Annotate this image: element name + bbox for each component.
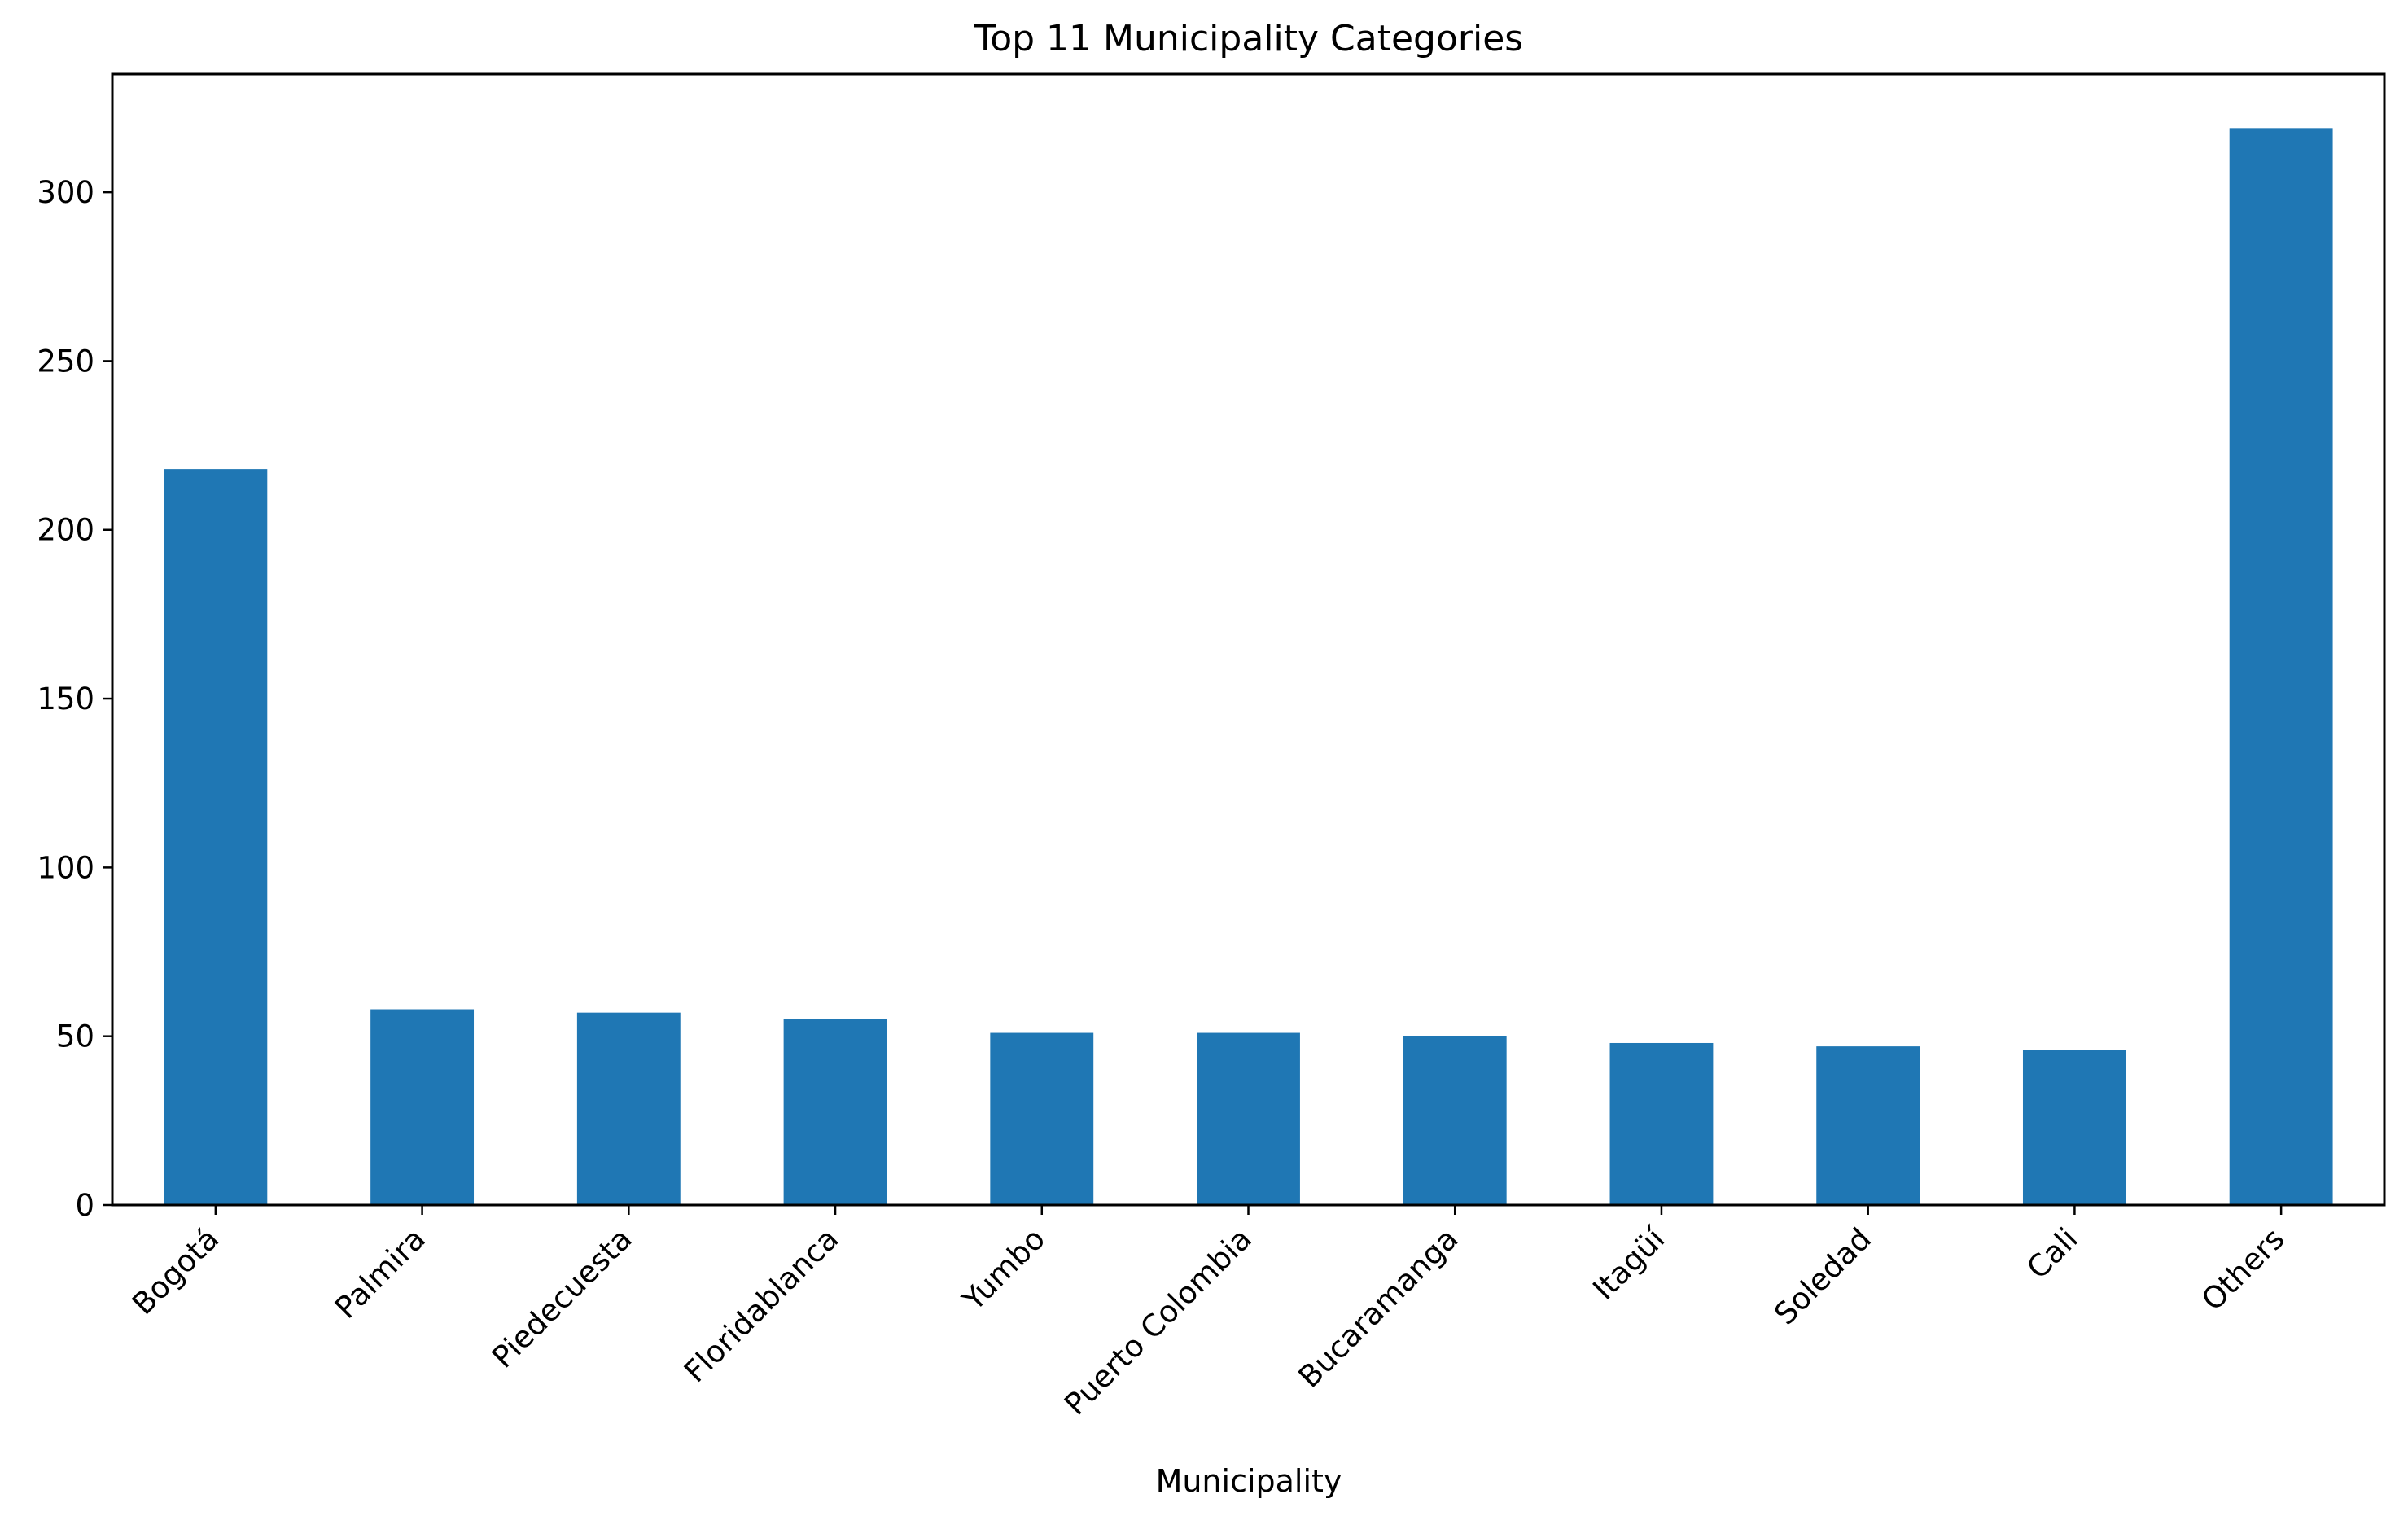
bar-11 [2229, 128, 2333, 1205]
bar-8 [1609, 1042, 1714, 1205]
x-axis-label: Municipality [1156, 1463, 1342, 1499]
y-tick-label: 250 [37, 344, 94, 379]
bar-4 [783, 1019, 887, 1205]
bar-6 [1197, 1032, 1300, 1205]
y-tick-label: 150 [37, 681, 94, 716]
bars-layer [164, 128, 2333, 1205]
bar-5 [990, 1032, 1094, 1205]
bar-2 [370, 1009, 475, 1205]
y-tick-label: 50 [56, 1019, 94, 1054]
bar-1 [164, 469, 268, 1205]
bar-7 [1403, 1036, 1507, 1205]
y-tick-label: 300 [37, 175, 94, 210]
y-tick-label: 200 [37, 513, 94, 548]
bar-10 [2022, 1050, 2126, 1205]
y-tick-label: 100 [37, 850, 94, 885]
chart-title: Top 11 Municipality Categories [974, 18, 1523, 59]
bar-3 [576, 1012, 681, 1205]
y-axis: 0 50 100 150 200 250 300 [37, 175, 112, 1223]
bar-9 [1816, 1046, 1920, 1205]
y-tick-label: 0 [75, 1188, 94, 1223]
